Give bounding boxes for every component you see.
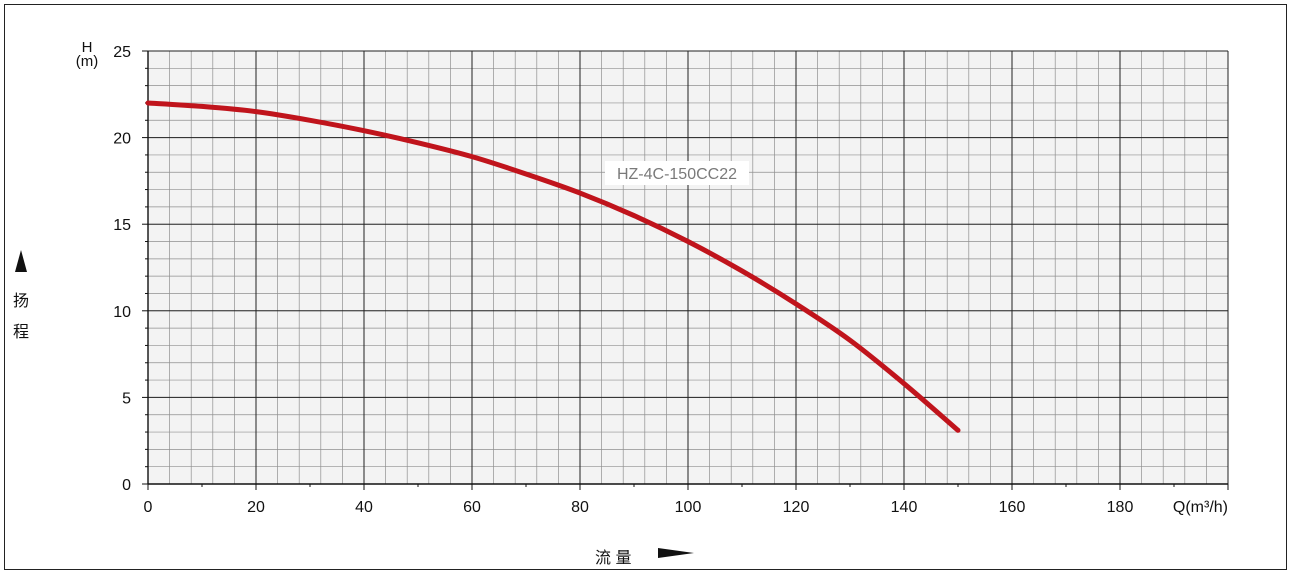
x-tick-label: 180 [1107, 499, 1134, 516]
y-axis-label-h: H [82, 39, 93, 56]
x-axis-title: 流 量 [595, 550, 632, 567]
x-tick-label: 100 [675, 499, 702, 516]
major-grid [147, 50, 1229, 485]
series-label: HZ-4C-150CC22 [617, 166, 737, 183]
x-tick-label: 140 [891, 499, 918, 516]
x-tick-label: 0 [144, 499, 153, 516]
y-tick-label: 0 [122, 477, 131, 494]
chart-frame [4, 4, 1287, 570]
x-axis-unit-label: Q(m³/h) [1173, 499, 1228, 516]
x-tick-label: 40 [355, 499, 373, 516]
x-tick-label: 20 [247, 499, 265, 516]
y-tick-label: 20 [113, 131, 131, 148]
x-tick-labels: 0 20 40 60 80 100 120 140 160 180 [144, 499, 1134, 516]
y-axis-title-char-1: 扬 [13, 293, 30, 310]
y-tick-labels: 0 5 10 15 20 25 [113, 44, 131, 494]
series-label-group: HZ-4C-150CC22 [605, 161, 749, 185]
series-group [145, 100, 961, 433]
x-tick-label: 120 [783, 499, 810, 516]
y-axis-title-char-2: 程 [13, 324, 30, 341]
x-tick-label: 160 [999, 499, 1026, 516]
y-axis-label-unit: (m) [76, 53, 99, 70]
right-arrow-icon [658, 548, 694, 558]
x-tick-label: 60 [463, 499, 481, 516]
y-tick-label: 25 [113, 44, 131, 61]
up-arrow-icon [15, 250, 27, 272]
series-label-background [605, 161, 749, 185]
y-tick-label: 15 [113, 217, 131, 234]
series-line [145, 100, 961, 433]
y-tick-label: 10 [113, 304, 131, 321]
y-tick-label: 5 [122, 390, 131, 407]
x-tick-label: 80 [571, 499, 589, 516]
